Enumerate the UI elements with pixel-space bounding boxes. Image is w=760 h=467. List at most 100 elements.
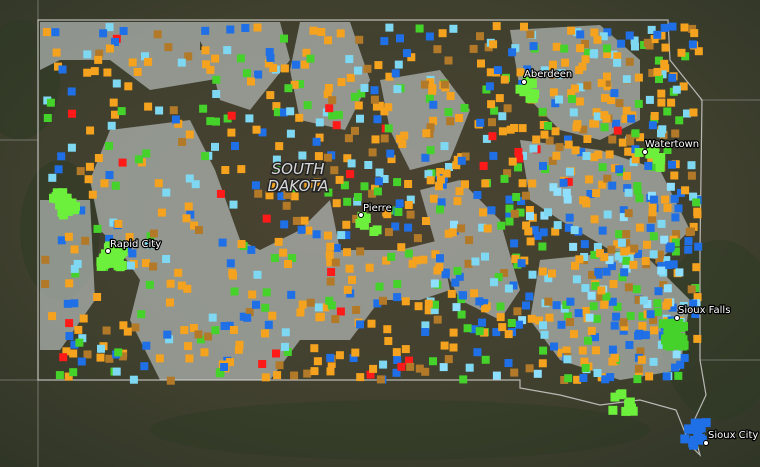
site-marker bbox=[62, 347, 71, 356]
site-marker bbox=[634, 73, 643, 82]
site-marker bbox=[415, 24, 424, 33]
site-marker bbox=[431, 250, 440, 259]
site-marker bbox=[457, 156, 466, 165]
site-marker bbox=[371, 135, 380, 144]
site-marker bbox=[394, 60, 403, 69]
site-marker bbox=[395, 134, 404, 143]
site-marker bbox=[601, 375, 610, 384]
site-marker bbox=[671, 238, 680, 247]
site-marker bbox=[134, 155, 143, 164]
site-marker bbox=[469, 325, 478, 334]
site-marker bbox=[337, 78, 346, 87]
site-marker bbox=[290, 80, 299, 89]
site-marker bbox=[275, 142, 284, 151]
site-marker bbox=[229, 326, 238, 334]
site-marker bbox=[252, 300, 260, 309]
site-marker bbox=[436, 254, 444, 263]
site-marker bbox=[671, 129, 680, 138]
site-marker bbox=[296, 80, 304, 89]
site-marker bbox=[270, 254, 279, 262]
site-marker bbox=[269, 64, 278, 72]
site-marker bbox=[359, 220, 369, 230]
site-marker bbox=[674, 371, 683, 380]
site-marker bbox=[288, 254, 297, 263]
site-marker bbox=[675, 323, 685, 332]
site-marker bbox=[421, 367, 430, 376]
site-marker bbox=[597, 79, 606, 88]
site-marker bbox=[414, 302, 423, 311]
site-marker bbox=[655, 250, 664, 259]
site-marker bbox=[268, 180, 276, 189]
site-marker bbox=[99, 29, 108, 38]
site-marker bbox=[663, 284, 672, 293]
site-marker bbox=[63, 299, 72, 308]
site-marker bbox=[94, 154, 103, 162]
site-marker bbox=[591, 333, 599, 342]
site-marker bbox=[523, 65, 532, 74]
site-marker bbox=[125, 233, 134, 241]
site-marker bbox=[517, 259, 526, 268]
site-marker bbox=[387, 252, 396, 261]
site-marker bbox=[630, 244, 639, 253]
site-marker bbox=[681, 186, 690, 195]
site-marker bbox=[440, 142, 449, 151]
site-marker bbox=[336, 307, 345, 316]
site-marker bbox=[49, 193, 58, 203]
site-marker bbox=[495, 94, 504, 103]
site-marker bbox=[62, 193, 72, 203]
site-marker bbox=[575, 97, 584, 106]
site-marker bbox=[535, 316, 543, 325]
site-marker bbox=[380, 134, 389, 143]
site-marker bbox=[54, 165, 63, 174]
site-marker bbox=[668, 331, 678, 341]
site-marker bbox=[327, 359, 336, 368]
site-marker bbox=[350, 92, 359, 101]
site-marker bbox=[481, 355, 490, 364]
site-marker bbox=[216, 368, 225, 377]
site-marker bbox=[685, 424, 695, 434]
site-marker bbox=[643, 38, 652, 47]
site-marker bbox=[59, 353, 68, 362]
site-marker bbox=[353, 193, 362, 201]
site-marker bbox=[611, 164, 620, 173]
site-marker bbox=[660, 235, 669, 244]
site-marker bbox=[391, 69, 400, 78]
site-marker bbox=[448, 228, 457, 237]
site-marker bbox=[162, 188, 171, 197]
site-marker bbox=[457, 224, 466, 233]
site-marker bbox=[291, 60, 300, 69]
site-marker bbox=[458, 291, 467, 300]
site-marker bbox=[663, 107, 672, 116]
site-marker bbox=[620, 247, 629, 256]
site-marker bbox=[505, 212, 514, 221]
site-marker bbox=[400, 131, 409, 140]
site-marker bbox=[617, 39, 626, 48]
site-marker bbox=[105, 23, 114, 32]
site-marker bbox=[583, 48, 592, 57]
site-marker bbox=[520, 22, 528, 31]
site-marker bbox=[225, 321, 234, 330]
site-marker bbox=[688, 24, 697, 33]
site-marker bbox=[610, 392, 620, 402]
site-marker bbox=[593, 35, 602, 44]
site-marker bbox=[634, 295, 643, 304]
site-marker bbox=[570, 84, 579, 93]
site-marker bbox=[649, 162, 658, 171]
site-marker bbox=[63, 201, 73, 211]
site-marker bbox=[450, 220, 458, 229]
site-marker bbox=[483, 224, 492, 233]
site-marker bbox=[459, 375, 468, 384]
site-marker bbox=[68, 109, 76, 118]
site-marker bbox=[663, 203, 672, 212]
site-marker bbox=[549, 183, 558, 192]
site-marker bbox=[235, 340, 244, 349]
site-marker bbox=[84, 175, 93, 184]
site-marker bbox=[496, 313, 505, 322]
site-marker bbox=[422, 217, 430, 225]
site-marker bbox=[306, 54, 315, 63]
site-marker bbox=[118, 352, 127, 361]
site-marker bbox=[343, 197, 352, 206]
site-marker bbox=[331, 258, 340, 267]
site-marker bbox=[425, 94, 434, 103]
site-marker bbox=[460, 104, 469, 112]
